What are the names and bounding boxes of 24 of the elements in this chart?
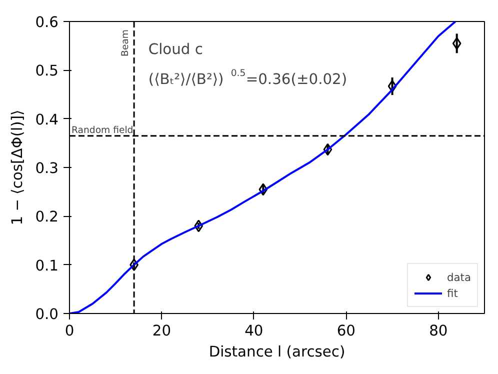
y-tick-label: 0.3 bbox=[35, 160, 59, 177]
point bbox=[388, 80, 397, 92]
y-tick-label: 0.2 bbox=[35, 208, 59, 226]
ref-line-label: Beam bbox=[120, 29, 132, 56]
x-tick-label: 60 bbox=[336, 322, 356, 340]
ref-line-label: Random field bbox=[72, 124, 134, 136]
point bbox=[323, 143, 332, 156]
y-axis-title: 1 − ⟨cos[ΔΦ(l)]⟩ bbox=[9, 110, 26, 226]
x-tick-label: 20 bbox=[152, 322, 172, 340]
legend-label: fit bbox=[446, 286, 459, 300]
y-tick-label: 0.6 bbox=[35, 14, 59, 31]
point bbox=[258, 183, 268, 196]
y-tick-label: 0.1 bbox=[35, 257, 59, 274]
point bbox=[194, 220, 204, 232]
x-tick-label: 40 bbox=[244, 322, 264, 340]
point bbox=[452, 37, 462, 50]
legend-label: data bbox=[446, 270, 471, 284]
y-tick-label: 0.5 bbox=[35, 62, 59, 80]
x-axis-title: Distance l (arcsec) bbox=[208, 344, 346, 360]
x-tick-label: 0 bbox=[64, 322, 74, 340]
x-tick-label: 80 bbox=[429, 322, 448, 340]
annotation: Cloud c bbox=[148, 41, 203, 58]
y-tick-label: 0.4 bbox=[35, 111, 59, 128]
y-tick-label: 0.0 bbox=[35, 306, 59, 323]
